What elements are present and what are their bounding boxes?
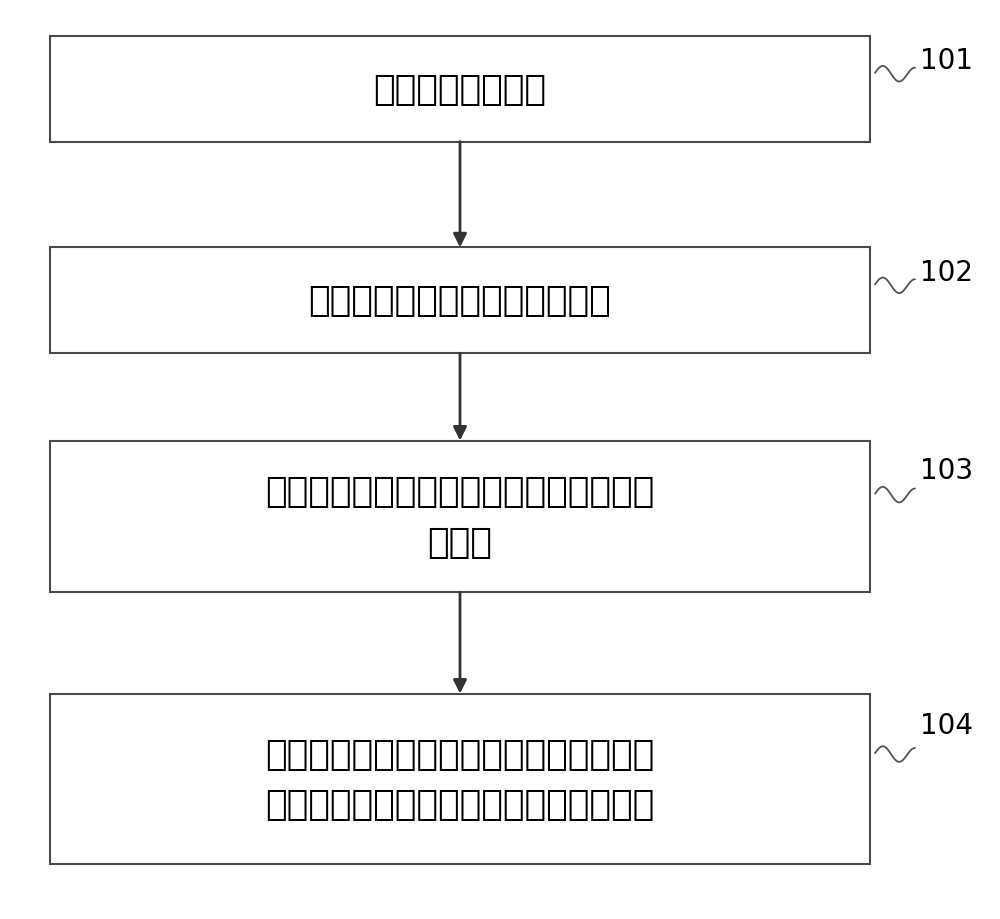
Text: 102: 102: [920, 258, 973, 287]
Bar: [50, 441, 870, 593]
Bar: [50, 694, 870, 864]
Bar: [50, 248, 870, 354]
Text: 通过对所述振动数据进行解析得到解析结
果，发送所述解析结果至所述被检测设备: 通过对所述振动数据进行解析得到解析结 果，发送所述解析结果至所述被检测设备: [265, 737, 655, 821]
Text: 103: 103: [920, 456, 973, 484]
Text: 启动所述应用程序: 启动所述应用程序: [373, 73, 546, 107]
Bar: [50, 37, 870, 142]
Text: 104: 104: [920, 711, 973, 739]
Text: 对所述被检测设备进行振动检测，获取振
动数据: 对所述被检测设备进行振动检测，获取振 动数据: [265, 475, 655, 559]
Text: 101: 101: [920, 47, 973, 75]
Text: 接收所述被检测设备的状态信息: 接收所述被检测设备的状态信息: [309, 284, 611, 318]
